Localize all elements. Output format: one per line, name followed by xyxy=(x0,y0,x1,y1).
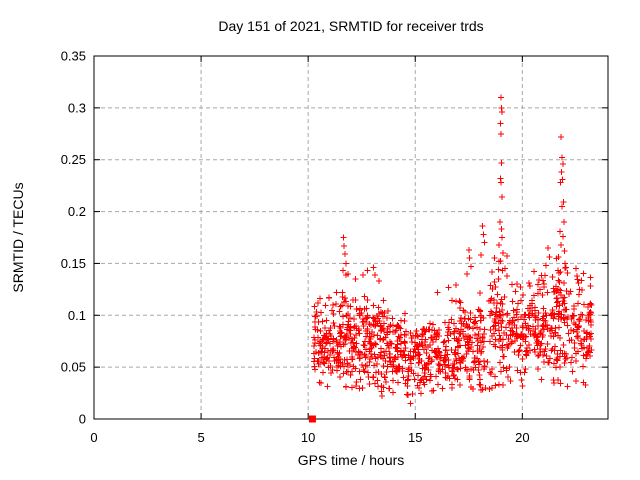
x-tick-label: 15 xyxy=(408,430,422,445)
y-tick-label: 0.3 xyxy=(68,100,86,115)
data-points xyxy=(308,94,595,423)
x-tick-label: 0 xyxy=(90,430,97,445)
x-axis-label: GPS time / hours xyxy=(298,452,405,468)
zero-square-marker xyxy=(308,415,316,423)
y-tick-label: 0.25 xyxy=(61,152,86,167)
y-tick-label: 0 xyxy=(79,412,86,427)
y-tick-label: 0.05 xyxy=(61,360,86,375)
axis-ticks xyxy=(93,55,608,420)
plot-border xyxy=(93,55,609,420)
tick-labels: 0 5 10 15 20 0 0.05 0.1 0.15 0.2 0.25 0.3 0.35 xyxy=(61,49,530,446)
y-tick-label: 0.35 xyxy=(61,49,86,64)
chart-title: Day 151 of 2021, SRMTID for receiver trd… xyxy=(218,18,483,34)
x-tick-label: 20 xyxy=(515,430,529,445)
x-tick-label: 10 xyxy=(301,430,315,445)
scatter-points xyxy=(311,94,595,407)
y-tick-label: 0.2 xyxy=(68,204,86,219)
y-tick-label: 0.1 xyxy=(68,308,86,323)
border-rect xyxy=(93,55,609,420)
y-axis-label: SRMTID / TECUs xyxy=(10,182,26,292)
x-tick-label: 5 xyxy=(197,430,204,445)
y-tick-label: 0.15 xyxy=(61,256,86,271)
